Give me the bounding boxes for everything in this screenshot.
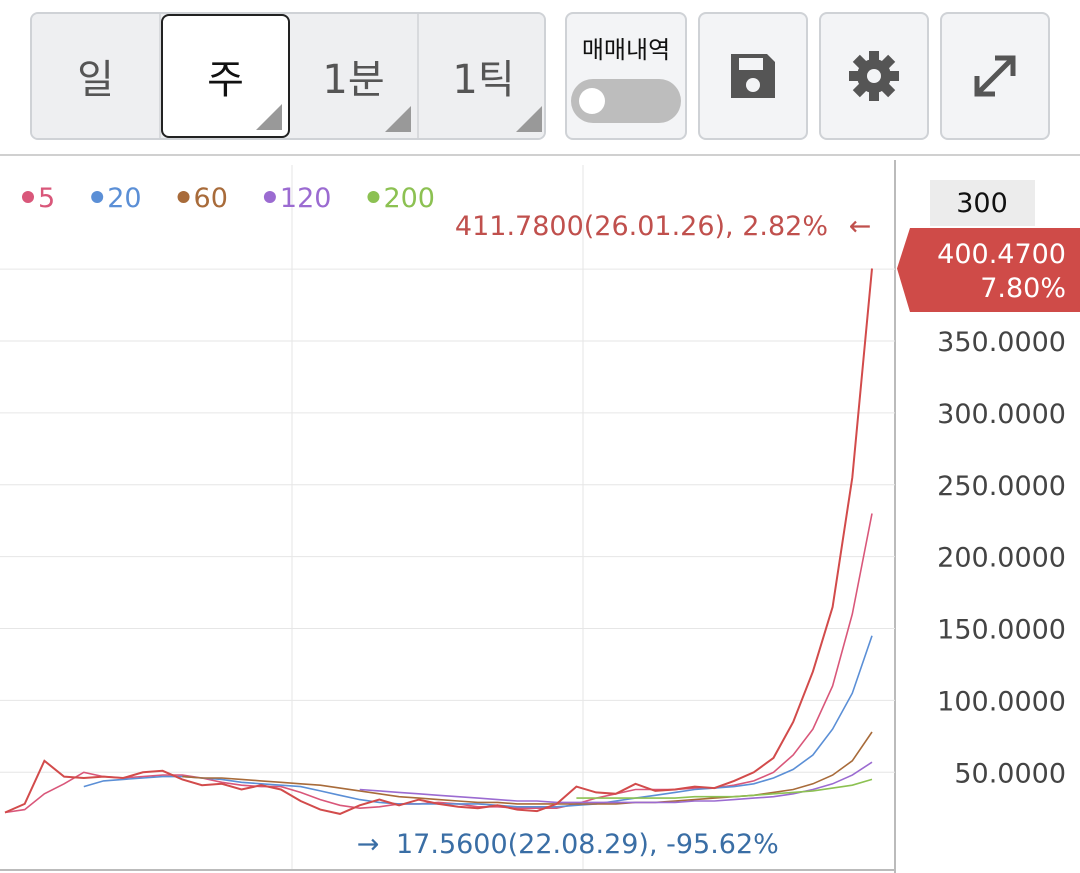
legend-dot [263, 191, 276, 203]
legend-label: 5 [38, 183, 55, 214]
high-arrow: ← [849, 211, 872, 242]
price-line [4, 268, 873, 815]
price-tag-bg [897, 228, 1080, 312]
save-button[interactable] [698, 12, 808, 140]
grid: 50.0000 100.0000 150.0000 200.0000 250.0000 3… [0, 255, 1066, 789]
y-tick-label: 150.0000 [937, 615, 1066, 646]
y-tick-label: 300.0000 [937, 399, 1066, 430]
trade-history-button[interactable]: 매매내역 [565, 12, 687, 140]
settings-button[interactable] [819, 12, 929, 140]
tab[interactable]: 주 [161, 14, 290, 138]
toggle-knob [579, 87, 605, 114]
tab[interactable]: 1분 [290, 14, 419, 138]
period-box [930, 180, 1035, 226]
tab[interactable]: 일 [32, 14, 161, 138]
button-label: 매매내역 [581, 35, 671, 64]
tab-label: 일 [77, 57, 114, 103]
legend-dot [177, 191, 190, 203]
y-tick-label: 100.0000 [937, 686, 1066, 717]
legend: 5 20 60 120 200 [22, 183, 435, 214]
legend-label: 120 [280, 183, 332, 214]
y-tick-label: 250.0000 [937, 471, 1066, 502]
ma-line [576, 778, 873, 799]
corner-marker [516, 106, 542, 132]
low-arrow: → [357, 829, 380, 860]
expand-button[interactable] [940, 12, 1050, 140]
tab-label: 1틱 [452, 57, 515, 103]
price-tag-price: 400.4700 [937, 239, 1066, 270]
corner-marker [256, 104, 282, 130]
y-tick-label: 400.0000 [937, 255, 1066, 286]
tab-label: 주 [207, 57, 244, 103]
legend-label: 20 [107, 183, 141, 214]
low-annotation: 17.5600(22.08.29), -95.62% [396, 829, 779, 860]
period-label: 300 [956, 188, 1008, 219]
plot [4, 268, 873, 815]
legend-dot [367, 191, 380, 203]
ma-line [4, 513, 873, 814]
y-tick-label: 350.0000 [937, 327, 1066, 358]
legend-dot [91, 191, 104, 203]
corner-marker [385, 106, 411, 132]
toggle[interactable] [571, 78, 681, 123]
period-tabs: 일 주 1분 1틱 [30, 12, 546, 140]
ma-line [182, 731, 873, 805]
expand-icon [974, 55, 1016, 97]
high-annotation: 411.7800(26.01.26), 2.82% [455, 211, 828, 242]
y-tick-label: 50.0000 [954, 758, 1066, 789]
y-tick-label: 200.0000 [937, 543, 1066, 574]
tab-label: 1분 [322, 57, 385, 103]
tab[interactable]: 1틱 [419, 14, 544, 138]
legend-label: 60 [194, 183, 228, 214]
save-icon [731, 54, 775, 98]
legend-dot [22, 191, 34, 203]
ma-line [359, 761, 873, 804]
ma-line [83, 635, 873, 808]
legend-label: 200 [383, 183, 435, 214]
price-tag-change: 7.80% [980, 273, 1066, 304]
gear-icon [849, 51, 899, 101]
